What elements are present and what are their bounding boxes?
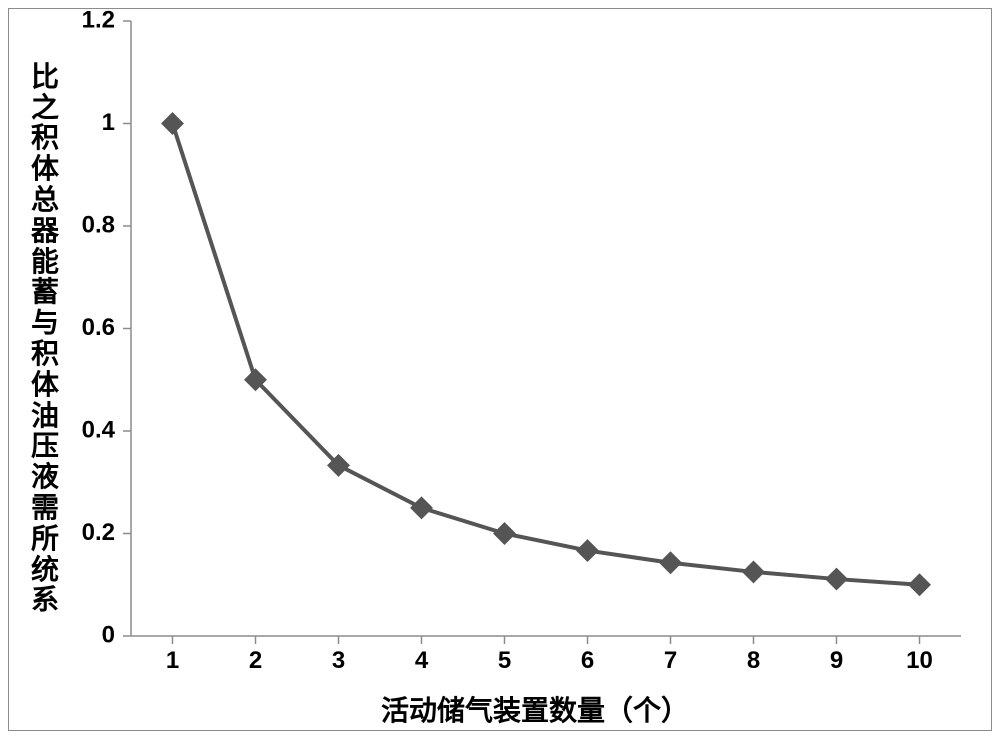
y-tick-label: 0.2	[82, 519, 115, 546]
data-marker	[577, 540, 599, 562]
data-marker	[162, 113, 184, 135]
x-tick-label: 10	[906, 647, 933, 674]
x-tick-label: 5	[498, 647, 511, 674]
y-tick-label: 0.4	[82, 416, 116, 443]
y-axis-label: 系统所需液压油体积与蓄能器总体积之比	[27, 9, 63, 669]
x-axis-label: 活动储气装置数量（个）	[381, 689, 689, 729]
data-marker	[411, 497, 433, 519]
data-line	[173, 124, 920, 585]
y-tick-label: 1	[102, 109, 115, 136]
chart-frame: 系统所需液压油体积与蓄能器总体积之比 0 0.2 0.4 0.6 0.8 1 1.2 1 2 3 4…	[8, 8, 992, 731]
x-tick-label: 8	[747, 647, 760, 674]
y-tick-label: 0	[102, 621, 115, 648]
x-tick-label: 6	[581, 647, 594, 674]
y-tick-label: 0.6	[82, 314, 115, 341]
line-chart: 0 0.2 0.4 0.6 0.8 1 1.2 1 2 3 4 5 6 7 8 9 10	[9, 9, 993, 732]
data-marker	[826, 568, 848, 590]
data-marker	[909, 574, 931, 596]
data-marker	[660, 552, 682, 574]
x-tick-label: 2	[249, 647, 262, 674]
x-tick-label: 4	[415, 647, 429, 674]
y-tick-label: 1.2	[82, 9, 115, 33]
x-tick-label: 9	[830, 647, 843, 674]
x-tick-label: 1	[166, 647, 179, 674]
x-tick-label: 7	[664, 647, 677, 674]
data-marker	[743, 561, 765, 583]
y-tick-label: 0.8	[82, 211, 115, 238]
x-tick-label: 3	[332, 647, 345, 674]
data-marker	[494, 523, 516, 545]
